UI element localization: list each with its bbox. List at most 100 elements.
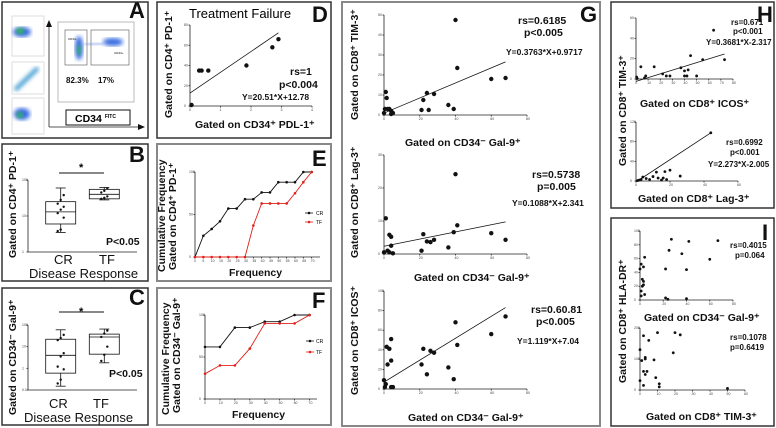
- data-point: [726, 387, 729, 390]
- x-tick-label: 65: [302, 259, 306, 263]
- series-point-cr: [252, 197, 255, 201]
- x-tick-label: 60: [490, 117, 494, 121]
- panel-letter-e: E: [312, 146, 327, 171]
- panel-letter-b: B: [129, 142, 145, 167]
- panel-f-legend: CR TF: [306, 339, 324, 356]
- g1-xlabel: Gated on CD34⁻ Gal-9⁺: [405, 137, 521, 149]
- series-point-tf: [310, 170, 313, 174]
- panel-b-cat-tf: TF: [99, 252, 115, 267]
- box-point: [62, 205, 65, 209]
- data-point: [431, 350, 437, 355]
- x-tick-label: 40: [684, 81, 688, 85]
- x-tick-label: 0: [639, 302, 641, 306]
- chart-i2: 0 10 20 30 40 50 60 0 100 200: [634, 326, 748, 396]
- series-point-tf: [202, 255, 205, 259]
- h2-rs: rs=0.6992: [726, 138, 763, 147]
- chart-h1: 0 10 20 30 40 50 60 70 80 0 20 40 60: [630, 16, 736, 85]
- data-point: [446, 102, 451, 108]
- data-point: [656, 176, 660, 180]
- panel-c-ylabel: Gated on CD34⁻ Gal-9⁺: [7, 299, 19, 415]
- series-point-tf: [243, 255, 247, 259]
- panel-c-pvalue: P<0.05: [109, 368, 143, 380]
- data-point: [381, 250, 387, 255]
- y-tick-label: 0.1: [22, 388, 27, 392]
- box-point: [59, 355, 62, 358]
- g1-p: p<0.005: [524, 27, 563, 39]
- x-tick-label: 30: [692, 392, 696, 396]
- box-point: [100, 335, 103, 339]
- data-point: [652, 358, 656, 362]
- y-tick-label: 0: [378, 113, 380, 117]
- y-tick-label: 100: [378, 289, 384, 293]
- panel-d-eq: Y=20.51*X+12.78: [242, 92, 309, 102]
- data-point: [666, 297, 670, 301]
- x-tick-label: 20: [419, 256, 423, 260]
- box-point: [103, 332, 106, 335]
- series-point-cr: [293, 313, 296, 317]
- y-tick-label: 60: [378, 328, 382, 332]
- data-point: [421, 346, 426, 352]
- x-tick-label: 2: [250, 108, 252, 112]
- data-point: [679, 66, 683, 70]
- x-tick-label: 50: [279, 401, 283, 405]
- data-point: [388, 243, 394, 248]
- y-tick-label: 1: [22, 366, 24, 370]
- data-point: [655, 170, 658, 174]
- series-point-tf: [218, 255, 222, 259]
- i1-p: p=0.064: [735, 251, 765, 260]
- data-point: [388, 358, 394, 363]
- box-point: [56, 202, 59, 205]
- panel-f-ylabel-2: Gated on CD34⁻ Gal-9⁺: [171, 297, 183, 413]
- x-tick-label: 40: [261, 259, 265, 263]
- panel-e-ylabel-2: Gated on CD4⁺ PD-1⁺: [167, 162, 179, 270]
- x-tick-label: 40: [455, 256, 459, 260]
- panel-letter-f: F: [312, 288, 325, 313]
- gate-right-percent: 17%: [98, 76, 114, 85]
- x-tick-label: 0: [635, 81, 637, 85]
- x-tick-label: 40: [686, 302, 690, 306]
- panel-e-legend: CR TF: [305, 211, 324, 226]
- data-point: [683, 69, 686, 73]
- y-tick-label: 100: [22, 178, 28, 182]
- data-point: [683, 74, 686, 78]
- series-point-cr: [243, 197, 247, 201]
- box-point: [56, 211, 59, 215]
- x-tick-label: 15: [219, 259, 223, 263]
- box-point: [62, 351, 65, 355]
- y-tick-label: 50: [189, 213, 193, 217]
- y-tick-label: 20: [378, 73, 382, 77]
- y-tick-label: 20: [634, 284, 638, 288]
- data-point: [453, 320, 458, 325]
- h1-eq: Y=0.3681*X-2.317: [706, 38, 772, 47]
- data-point: [678, 333, 682, 337]
- g1-ylabel: Gated on CD8⁺ TIM-3⁺: [349, 9, 361, 120]
- y-tick-label: 60: [184, 43, 188, 47]
- series-point-tf: [193, 255, 197, 259]
- data-point: [669, 237, 673, 241]
- panel-d: [156, 1, 332, 139]
- data-point: [446, 245, 451, 250]
- data-point: [381, 377, 387, 383]
- chart-g2: 0 20 40 60 80 0 10 20 30: [378, 153, 530, 260]
- data-point: [695, 74, 699, 78]
- y-tick-label: 120: [630, 120, 636, 124]
- x-tick-label: 20: [662, 302, 666, 306]
- data-point: [712, 28, 715, 32]
- x-tick-label: 0: [383, 391, 385, 395]
- x-tick-label: 40: [264, 401, 268, 405]
- panel-letter-d: D: [312, 2, 328, 27]
- data-point: [680, 252, 684, 256]
- data-point: [455, 342, 460, 348]
- panel-c-xlabel: Disease Response: [24, 410, 133, 425]
- box-point: [106, 345, 109, 348]
- g2-rs: rs=0.5738: [532, 169, 580, 181]
- y-tick-label: 20: [378, 367, 382, 371]
- box-point: [106, 329, 109, 332]
- g3-rs: rs=0.60.81: [531, 304, 582, 316]
- y-tick-label: 100: [189, 170, 195, 174]
- data-point: [651, 175, 655, 178]
- panel-d-p: p<0.004: [279, 79, 318, 91]
- x-tick-label: 35: [252, 259, 256, 263]
- data-point: [270, 45, 275, 50]
- data-point: [384, 95, 389, 101]
